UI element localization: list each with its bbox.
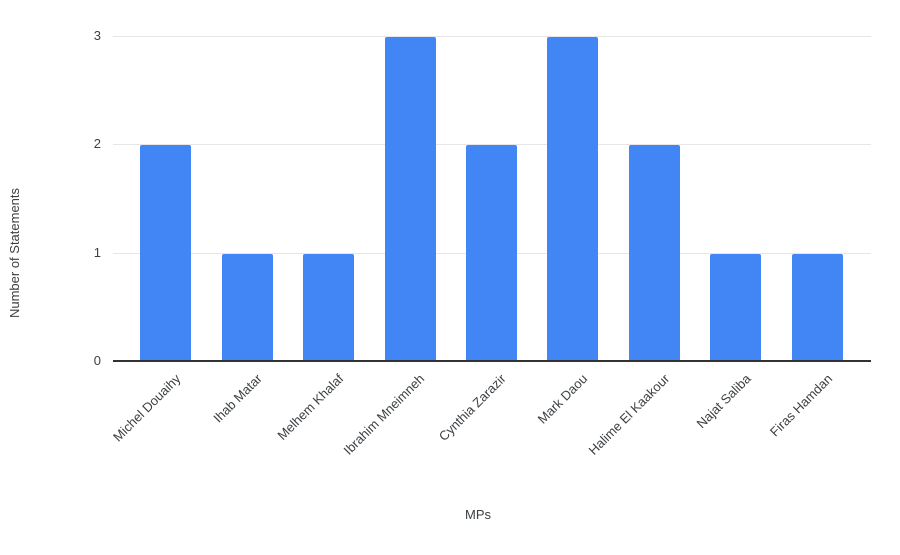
- gridline: [113, 36, 871, 37]
- bar: [791, 253, 843, 362]
- x-tick-label: Halime El Kaakour: [585, 371, 672, 458]
- y-tick-label: 0: [93, 353, 101, 368]
- x-axis-title: MPs: [465, 507, 491, 522]
- x-tick-label: Mark Daou: [534, 371, 591, 427]
- bar: [221, 253, 273, 362]
- y-tick-label: 1: [93, 244, 101, 260]
- bar: [140, 145, 192, 362]
- x-tick-label: Firas Hamdan: [766, 371, 835, 440]
- x-tick-label: Najat Saliba: [693, 371, 754, 432]
- bar: [710, 253, 762, 362]
- x-tick-label: Michel Douaihy: [109, 371, 184, 445]
- y-axis-title: Number of Statements: [7, 187, 22, 319]
- x-tick-label: Ibrahim Mneimneh: [340, 371, 428, 458]
- x-tick-label: Cynthia Zarazir: [436, 371, 510, 444]
- x-tick-label: Ihab Matar: [210, 371, 265, 426]
- bar: [303, 253, 355, 362]
- bar: [628, 145, 680, 362]
- bar: [384, 37, 436, 362]
- x-tick-label: Melhem Khalaf: [274, 371, 347, 443]
- x-axis-baseline: [113, 360, 871, 362]
- bar: [547, 37, 599, 362]
- bar: [466, 145, 517, 362]
- y-tick-label: 3: [93, 28, 101, 43]
- y-tick-label: 2: [93, 136, 101, 152]
- gridline: [113, 144, 871, 146]
